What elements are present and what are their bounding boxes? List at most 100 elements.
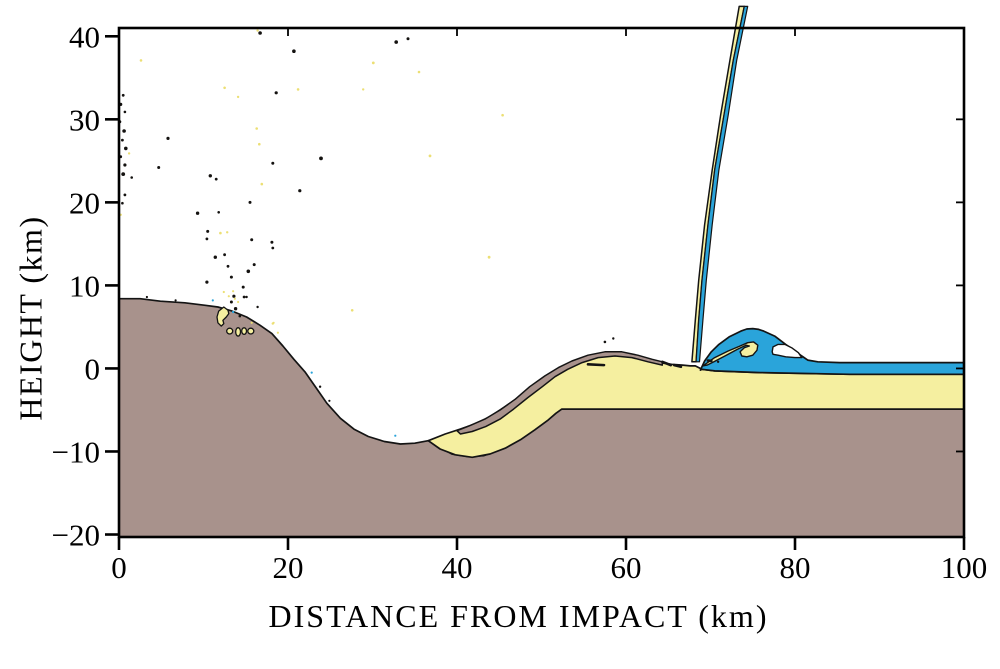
ejecta-particle-sediment — [233, 297, 236, 300]
buried-sediment-blob — [247, 327, 255, 335]
ejecta-particle-water — [231, 310, 235, 314]
ejecta-particle-rock — [394, 40, 399, 44]
ejecta-particle-sediment — [256, 29, 259, 32]
ejecta-particle-sediment — [237, 300, 240, 304]
ejecta-particle-rock — [250, 238, 254, 242]
ejecta-particle-sediment — [139, 59, 143, 62]
ejecta-particle-rock — [233, 307, 238, 311]
ejecta-particle-rock — [205, 280, 209, 284]
y-axis-label: HEIGHT (km) — [12, 215, 49, 421]
ejecta-particle-rock — [217, 211, 220, 214]
ejecta-particle-rock — [122, 129, 126, 133]
ejecta-particle-rock — [245, 295, 248, 299]
ejecta-particle-rock — [145, 295, 148, 299]
ejecta-particle-sediment — [428, 154, 432, 158]
ejecta-particle-rock — [328, 399, 331, 402]
ejecta-particle-rock — [270, 240, 274, 244]
ejecta-particle-rock — [242, 295, 246, 299]
ejecta-particle-rock — [258, 31, 262, 35]
debris-dash — [661, 360, 673, 367]
ejecta-particle-rock — [248, 200, 252, 204]
ejecta-particle-sediment — [223, 86, 226, 90]
x-axis-label: DISTANCE FROM IMPACT (km) — [268, 598, 769, 634]
ejecta-particle-sediment — [501, 113, 504, 117]
ejecta-particle-rock — [213, 255, 217, 259]
x-tick-label: 0 — [111, 550, 127, 585]
ejecta-particle-rock — [121, 138, 124, 142]
y-tick-label: 0 — [85, 351, 101, 386]
ejecta-particle-rock — [121, 201, 124, 205]
ejecta-particle-rock — [232, 294, 236, 298]
ejecta-particle-rock — [174, 299, 177, 302]
ejecta-particle-sediment — [236, 95, 240, 99]
x-tick-label: 20 — [273, 550, 304, 585]
ejecta-particle-rock — [271, 246, 275, 250]
ejecta-particle-sediment — [127, 152, 131, 155]
ejecta-particle-rock — [252, 263, 256, 267]
buried-sediment-blob — [241, 327, 248, 336]
buried-sediment-blob — [226, 327, 234, 335]
ejecta-particle-rock — [130, 176, 133, 179]
plot-frame — [117, 26, 966, 539]
ejecta-particle-sediment — [487, 255, 491, 259]
ejecta-particle-sediment — [260, 182, 264, 186]
x-tick-label: 60 — [611, 550, 642, 585]
y-tick-label: 10 — [69, 268, 100, 303]
ejecta-particle-sediment — [258, 142, 261, 146]
ejecta-particle-rock — [406, 37, 410, 41]
ejecta-particle-rock — [205, 237, 209, 241]
ejecta-particle-rock — [271, 161, 275, 165]
ejecta-particle-water — [211, 299, 214, 302]
ejecta-particle-rock — [298, 189, 302, 193]
ejecta-particle-rock — [121, 172, 126, 177]
ejecta-particle-sediment — [226, 231, 229, 234]
ejecta-particle-rock — [166, 136, 170, 140]
ejecta-particle-water — [310, 371, 313, 374]
ejecta-particle-sediment — [276, 331, 279, 334]
ejecta-particle-rock — [123, 193, 127, 197]
ejecta-particle-sediment — [362, 88, 365, 91]
ejecta-particle-sediment — [222, 290, 225, 294]
ejecta-particle-rock — [214, 177, 218, 181]
ejecta-particle-sediment — [371, 61, 375, 65]
ejecta-particle-rock — [292, 49, 296, 53]
ejecta-particle-rock — [274, 91, 278, 95]
ejecta-particle-rock — [223, 253, 227, 257]
ejecta-particle-rock — [229, 300, 233, 304]
ejecta-particle-rock — [716, 360, 720, 363]
ejecta-particle-rock — [256, 305, 259, 309]
buried-sediment-blob — [235, 327, 242, 337]
ejecta-particle-sediment — [227, 295, 230, 298]
ejecta-particle-rock — [157, 166, 161, 169]
ejecta-particle-sediment — [417, 70, 421, 74]
ejecta-particle-rock — [208, 174, 212, 178]
x-tick-label: 100 — [941, 550, 988, 585]
wave-cavity — [771, 343, 803, 359]
ejecta-particle-rock — [246, 269, 251, 274]
ejecta-particle-rock — [195, 211, 200, 215]
ejecta-particle-rock — [241, 285, 245, 289]
crust-cap-sliver — [456, 351, 664, 435]
ejecta-particle-rock — [123, 163, 127, 167]
ejecta-particle-rock — [238, 314, 242, 318]
ejecta-particle-sediment — [219, 231, 222, 235]
debris-dash — [586, 362, 606, 367]
y-tick-label: −10 — [52, 434, 100, 469]
ejecta-particle-rock — [612, 337, 615, 340]
ejecta-particle-rock — [226, 264, 230, 268]
ejecta-particle-sediment — [232, 290, 235, 293]
y-tick-label: 40 — [69, 19, 100, 54]
ejecta-particle-rock — [318, 385, 322, 388]
ejecta-particle-water — [394, 434, 397, 437]
ejecta-jet-water — [695, 5, 749, 363]
ejecta-particle-sediment — [272, 321, 275, 324]
ejecta-particle-sediment — [255, 127, 258, 130]
ejecta-particle-rock — [123, 110, 127, 114]
x-tick-label: 80 — [780, 550, 811, 585]
ejecta-particle-rock — [603, 340, 607, 344]
ejecta-particle-sediment — [350, 309, 354, 312]
ejecta-particle-rock — [229, 275, 233, 279]
x-tick-label: 40 — [442, 550, 473, 585]
